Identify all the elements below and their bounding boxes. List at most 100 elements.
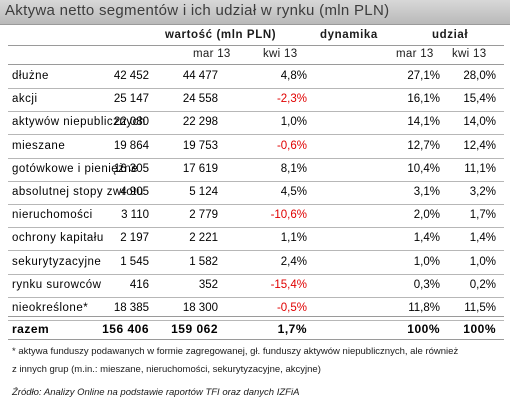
- segment-name: absolutnej stopy zwrotu: [12, 186, 144, 198]
- share-kwi13: 1,0%: [469, 255, 496, 268]
- value-kwi13: 24 558: [182, 93, 218, 106]
- segment-name: sekurytyzacyjne: [12, 255, 102, 268]
- table-row: nieokreślone* 18 385 18 300 -0,5% 11,8% 11,5%: [8, 297, 504, 321]
- value-mar13: 4 905: [120, 186, 149, 198]
- subheader-share-mar13: mar 13: [396, 48, 434, 60]
- value-kwi13: 2 779: [189, 209, 218, 222]
- segment-name: gotówkowe i pieniężne: [12, 162, 139, 175]
- value-mar13: 19 864: [113, 139, 149, 152]
- dynamics: 2,4%: [280, 255, 307, 268]
- value-mar13: 3 110: [121, 209, 149, 222]
- segment-name: akcji: [12, 93, 38, 106]
- value-kwi13: 159 062: [171, 322, 218, 336]
- dynamics: 1,0%: [280, 116, 307, 129]
- share-mar13: 12,7%: [407, 139, 440, 152]
- share-mar13: 27,1%: [407, 70, 440, 82]
- subheader-rule: [8, 64, 504, 65]
- segment-name: nieokreślone*: [12, 302, 89, 314]
- subheader-share-kwi13: kwi 13: [452, 48, 487, 60]
- footer-rule: [8, 339, 504, 340]
- header-dynamics: dynamika: [320, 29, 378, 41]
- table-row: absolutnej stopy zwrotu 4 905 5 124 4,5% 3,1…: [8, 181, 504, 205]
- share-mar13: 3,1%: [413, 186, 440, 198]
- value-mar13: 1 545: [120, 255, 149, 268]
- subheader-value-kwi13: kwi 13: [263, 48, 298, 60]
- share-mar13: 2,0%: [413, 209, 440, 222]
- total-rule: [8, 316, 504, 317]
- header-share: udział: [432, 29, 469, 41]
- value-kwi13: 5 124: [189, 186, 218, 198]
- table-row: akcji 25 147 24 558 -2,3% 16,1% 15,4%: [8, 88, 504, 113]
- value-mar13: 18 385: [113, 302, 149, 314]
- header-value: wartość (mln PLN): [165, 29, 277, 41]
- share-mar13: 100%: [407, 322, 440, 336]
- dynamics: -2,3%: [276, 93, 307, 106]
- dynamics: 4,5%: [280, 186, 307, 198]
- segment-name: aktywów niepublicznych: [12, 116, 146, 129]
- table-row: sekurytyzacyjne 1 545 1 582 2,4% 1,0% 1,0%: [8, 251, 504, 275]
- segment-name: rynku surowców: [12, 278, 102, 291]
- table-row-total: razem 156 406 159 062 1,7% 100% 100%: [8, 317, 504, 340]
- value-mar13: 416: [129, 278, 149, 291]
- dynamics: -0,6%: [276, 139, 307, 152]
- value-mar13: 156 406: [102, 322, 149, 336]
- share-kwi13: 28,0%: [463, 70, 496, 82]
- value-kwi13: 19 753: [182, 139, 218, 152]
- dynamics: 1,7%: [277, 322, 307, 336]
- value-kwi13: 1 582: [189, 255, 218, 268]
- title-bar: Aktywa netto segmentów i ich udział w ry…: [0, 0, 510, 25]
- share-mar13: 1,4%: [413, 232, 440, 245]
- dynamics: -10,6%: [270, 209, 307, 222]
- share-kwi13: 11,1%: [464, 162, 496, 175]
- segment-name: nieruchomości: [12, 209, 93, 222]
- share-mar13: 11,8%: [408, 302, 440, 314]
- value-kwi13: 44 477: [182, 70, 218, 82]
- table-row: aktywów niepublicznych 22 080 22 298 1,0% 14…: [8, 111, 504, 136]
- share-mar13: 16,1%: [407, 93, 440, 106]
- share-mar13: 14,1%: [407, 116, 440, 129]
- footnote-line-2: z innych grup (m.in.: mieszane, nierucho…: [12, 364, 321, 375]
- table-row: gotówkowe i pieniężne 16 305 17 619 8,1% 10,…: [8, 158, 504, 182]
- share-kwi13: 15,4%: [463, 93, 496, 106]
- value-mar13: 22 080: [113, 116, 149, 129]
- subheader-value-mar13: mar 13: [193, 48, 231, 60]
- share-kwi13: 12,4%: [463, 139, 496, 152]
- share-mar13: 0,3%: [413, 278, 440, 291]
- segment-name: dłużne: [12, 70, 49, 82]
- value-mar13: 25 147: [113, 93, 149, 106]
- segment-name: mieszane: [12, 139, 66, 152]
- share-mar13: 10,4%: [407, 162, 440, 175]
- table-row: nieruchomości 3 110 2 779 -10,6% 2,0% 1,7%: [8, 204, 504, 229]
- share-kwi13: 3,2%: [469, 186, 496, 198]
- value-kwi13: 352: [198, 278, 218, 291]
- source-note: Źródło: Analizy Online na podstawie rapo…: [12, 387, 300, 398]
- footnote-line-1: * aktywa funduszy podawanych w formie za…: [12, 346, 459, 357]
- table-row: ochrony kapitału 2 197 2 221 1,1% 1,4% 1,4%: [8, 227, 504, 252]
- value-kwi13: 22 298: [182, 116, 218, 129]
- header-rule: [8, 45, 504, 46]
- share-kwi13: 100%: [463, 322, 496, 336]
- dynamics: 4,8%: [280, 70, 307, 82]
- dynamics: 8,1%: [280, 162, 307, 175]
- value-kwi13: 18 300: [182, 302, 218, 314]
- share-mar13: 1,0%: [413, 255, 440, 268]
- segment-name: razem: [12, 322, 50, 336]
- table-title: Aktywa netto segmentów i ich udział w ry…: [5, 2, 390, 19]
- dynamics: -15,4%: [270, 278, 307, 291]
- share-kwi13: 14,0%: [463, 116, 496, 129]
- segment-name: ochrony kapitału: [12, 232, 104, 245]
- share-kwi13: 1,4%: [469, 232, 496, 245]
- value-mar13: 16 305: [113, 162, 149, 175]
- value-kwi13: 17 619: [182, 162, 218, 175]
- table-row: rynku surowców 416 352 -15,4% 0,3% 0,2%: [8, 274, 504, 298]
- value-mar13: 2 197: [120, 232, 149, 245]
- table-row: dłużne 42 452 44 477 4,8% 27,1% 28,0%: [8, 65, 504, 89]
- share-kwi13: 11,5%: [464, 302, 496, 314]
- share-kwi13: 0,2%: [469, 278, 496, 291]
- value-mar13: 42 452: [113, 70, 149, 82]
- dynamics: -0,5%: [276, 302, 307, 314]
- share-kwi13: 1,7%: [469, 209, 496, 222]
- value-kwi13: 2 221: [189, 232, 218, 245]
- table-row: mieszane 19 864 19 753 -0,6% 12,7% 12,4%: [8, 135, 504, 159]
- dynamics: 1,1%: [280, 232, 307, 245]
